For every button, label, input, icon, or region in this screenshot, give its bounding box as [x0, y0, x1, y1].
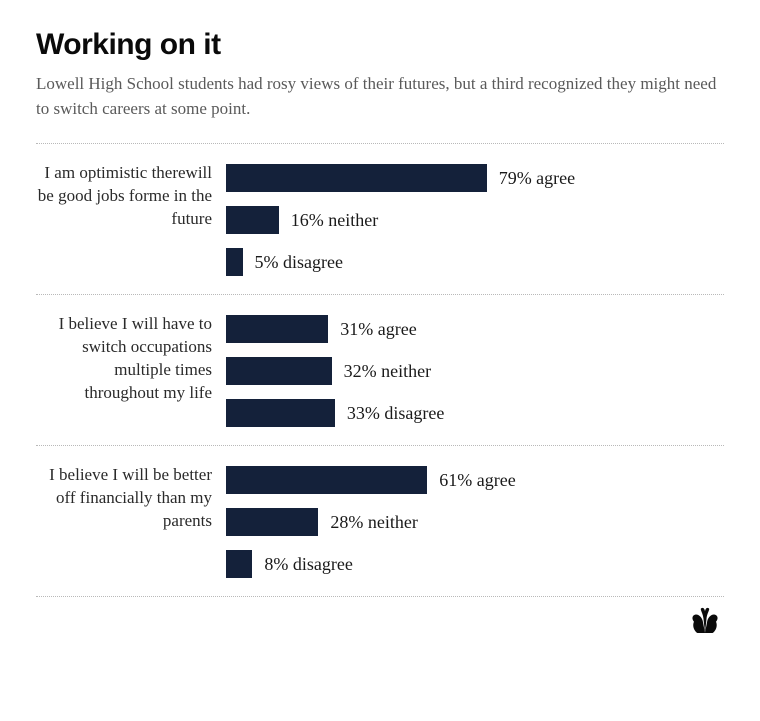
question-group: I am optimistic therewill be good jobs f…	[36, 144, 724, 294]
question-text: I am optimistic therewill be good jobs f…	[36, 162, 226, 276]
bar-row: 33% disagree	[226, 399, 724, 427]
bar-row: 16% neither	[226, 206, 724, 234]
bar	[226, 248, 243, 276]
bar-label: 31% agree	[340, 319, 416, 340]
bar-row: 5% disagree	[226, 248, 724, 276]
bar	[226, 550, 252, 578]
bar-label: 28% neither	[330, 512, 417, 533]
question-text: I believe I will be better off financial…	[36, 464, 226, 578]
chart-subtitle: Lowell High School students had rosy vie…	[36, 72, 724, 121]
question-group: I believe I will have to switch occupati…	[36, 295, 724, 445]
bar-label: 32% neither	[344, 361, 431, 382]
bar	[226, 508, 318, 536]
bar-row: 31% agree	[226, 315, 724, 343]
bar-row: 61% agree	[226, 466, 724, 494]
bar	[226, 357, 332, 385]
bar-row: 28% neither	[226, 508, 724, 536]
bar	[226, 315, 328, 343]
question-group: I believe I will be better off financial…	[36, 446, 724, 596]
question-text: I believe I will have to switch occupati…	[36, 313, 226, 427]
bar-label: 5% disagree	[255, 252, 343, 273]
bar	[226, 164, 487, 192]
chart-title: Working on it	[36, 28, 724, 62]
bars-column: 61% agree 28% neither 8% disagree	[226, 464, 724, 578]
bars-column: 79% agree 16% neither 5% disagree	[226, 162, 724, 276]
bar	[226, 399, 335, 427]
bar-label: 16% neither	[291, 210, 378, 231]
bar-row: 32% neither	[226, 357, 724, 385]
bar-row: 79% agree	[226, 164, 724, 192]
chart-footer	[0, 597, 760, 639]
bar-label: 79% agree	[499, 168, 575, 189]
bars-column: 31% agree 32% neither 33% disagree	[226, 313, 724, 427]
chart-body: I am optimistic therewill be good jobs f…	[36, 144, 724, 597]
bar-label: 33% disagree	[347, 403, 444, 424]
bar-row: 8% disagree	[226, 550, 724, 578]
nbc-peacock-icon	[686, 607, 724, 639]
bar-label: 8% disagree	[264, 554, 352, 575]
bar	[226, 206, 279, 234]
bar	[226, 466, 427, 494]
chart-container: Working on it Lowell High School student…	[0, 0, 760, 597]
bar-label: 61% agree	[439, 470, 515, 491]
